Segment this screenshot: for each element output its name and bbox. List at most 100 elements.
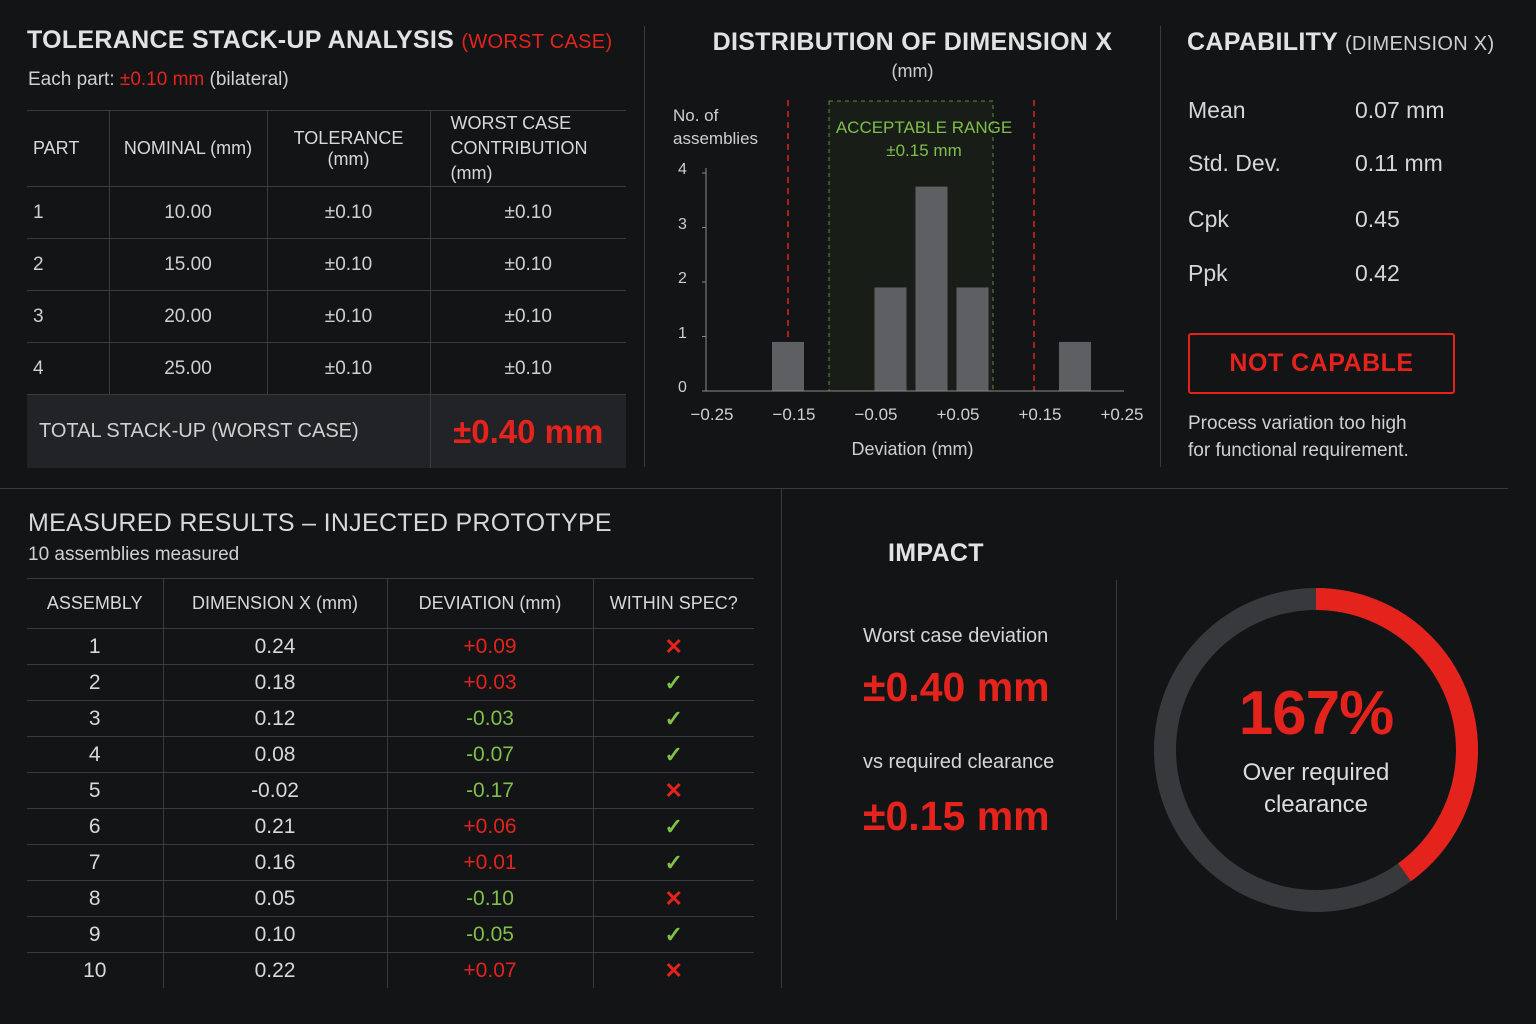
cross-icon: ✕ [664, 633, 683, 659]
divider [644, 26, 645, 467]
contribution-cell: ±0.10 [429, 186, 626, 239]
capability-note-line2: for functional requirement. [1188, 440, 1409, 461]
total-value: ±0.40 mm [429, 394, 626, 468]
table-row: 8 0.05 -0.10 ✕ [27, 880, 754, 917]
measured-header-row: ASSEMBLY DIMENSION X (mm) DEVIATION (mm)… [27, 578, 754, 629]
table-row: 4 0.08 -0.07 ✓ [27, 736, 754, 773]
table-row: 5 -0.02 -0.17 ✕ [27, 772, 754, 809]
histogram-bar [874, 287, 907, 391]
deviation-cell: -0.07 [386, 736, 593, 773]
metric-cpk-label: Cpk [1188, 206, 1229, 232]
within-spec-cell: ✕ [592, 772, 754, 809]
part-cell: 3 [27, 290, 109, 343]
acceptable-range-label: ACCEPTABLE RANGE ±0.15 mm [829, 116, 1019, 162]
dimension-x-cell: 0.12 [162, 700, 387, 737]
impact-label-required: vs required clearance [863, 751, 1055, 773]
stackup-subtitle: Each part: ±0.10 mm (bilateral) [28, 69, 289, 91]
impact-value-required: ±0.15 mm [863, 793, 1050, 839]
stackup-title-text: TOLERANCE STACK-UP ANALYSIS [27, 26, 455, 54]
gauge-caption-line2: clearance [1263, 791, 1369, 818]
stackup-subtitle-prefix: Each part: [28, 69, 120, 90]
contribution-cell: ±0.10 [429, 342, 626, 395]
assembly-cell: 2 [27, 664, 163, 701]
stackup-table: PART NOMINAL (mm) TOLERANCE (mm) WORST C… [27, 110, 626, 468]
x-tick-label: +0.25 [1100, 405, 1144, 424]
stackup-title: TOLERANCE STACK-UP ANALYSIS (WORST CASE) [27, 26, 612, 55]
check-icon: ✓ [664, 669, 683, 695]
stackup-subtitle-suffix: (bilateral) [204, 69, 289, 90]
header-contribution-line1: WORST CASE [450, 113, 572, 133]
y-tick-label: 3 [678, 215, 687, 233]
header-part: PART [27, 110, 109, 187]
cross-icon: ✕ [664, 957, 683, 983]
table-row: 7 0.16 +0.01 ✓ [27, 844, 754, 881]
dimension-x-cell: 0.08 [162, 736, 387, 773]
measured-table-body: 1 0.24 +0.09 ✕ 2 0.18 +0.03 ✓ 3 0.12 -0.03 ✓ 4 0.08 -0… [27, 628, 754, 988]
metric-mean-value: 0.07 mm [1355, 97, 1445, 123]
deviation-cell: +0.01 [386, 844, 593, 881]
x-tick-label: +0.05 [936, 405, 980, 424]
capability-note: Process variation too high for functiona… [1188, 410, 1409, 464]
y-tick-label: 4 [678, 161, 687, 178]
check-icon: ✓ [664, 741, 683, 767]
tolerance-cell: ±0.10 [266, 186, 430, 239]
header-deviation: DEVIATION (mm) [386, 578, 593, 629]
metric-ppk-label: Ppk [1188, 260, 1228, 286]
impact-label-worst: Worst case deviation [863, 625, 1049, 647]
histogram-bar [1059, 341, 1091, 391]
y-axis-label: No. of assemblies [673, 106, 759, 148]
gauge-percentage: 167% [1238, 679, 1395, 748]
histogram-bar [772, 341, 804, 391]
table-row: 1 0.24 +0.09 ✕ [27, 628, 754, 665]
stackup-total-row: TOTAL STACK-UP (WORST CASE) ±0.40 mm [27, 394, 626, 468]
assembly-cell: 10 [83, 958, 107, 982]
assembly-cell: 6 [27, 808, 163, 845]
status-badge: NOT CAPABLE [1188, 333, 1455, 394]
chart-title: DISTRIBUTION OF DIMENSION X [712, 28, 1113, 56]
assembly-cell: 1 [27, 628, 163, 665]
dimension-x-cell: 0.22 [162, 952, 387, 988]
nominal-cell: 20.00 [108, 290, 267, 343]
table-row: 3 0.12 -0.03 ✓ [27, 700, 754, 737]
nominal-cell: 25.00 [108, 342, 267, 395]
within-spec-cell: ✕ [592, 952, 754, 988]
total-label: TOTAL STACK-UP (WORST CASE) [27, 394, 430, 468]
dimension-x-cell: 0.18 [162, 664, 387, 701]
header-tolerance: TOLERANCE (mm) [266, 110, 430, 187]
x-tick-label: −0.25 [690, 405, 734, 424]
tolerance-cell: ±0.10 [266, 290, 430, 343]
divider [1116, 580, 1117, 920]
part-cell: 2 [27, 238, 109, 291]
divider [1160, 26, 1161, 467]
header-dimension-x: DIMENSION X (mm) [162, 578, 387, 629]
within-spec-cell: ✓ [592, 736, 754, 773]
deviation-cell: -0.05 [386, 916, 593, 953]
gauge-fill [1154, 588, 1478, 912]
dimension-x-cell: 0.10 [162, 916, 387, 953]
gauge-caption-line1: Over required [1242, 759, 1390, 786]
dimension-x-cell: 0.16 [162, 844, 387, 881]
within-spec-cell: ✓ [592, 700, 754, 737]
y-tick-label: 2 [678, 270, 687, 287]
tolerance-cell: ±0.10 [266, 238, 430, 291]
metric-cpk-value: 0.45 [1355, 206, 1400, 232]
check-icon: ✓ [664, 921, 683, 947]
part-cell: 1 [27, 186, 109, 239]
table-row: 3 20.00 ±0.10 ±0.10 [27, 290, 626, 343]
check-icon: ✓ [664, 849, 683, 875]
metric-stddev-label: Std. Dev. [1188, 150, 1281, 176]
dimension-x-cell: 0.24 [162, 628, 387, 665]
x-tick-label: −0.05 [854, 405, 898, 424]
deviation-cell: -0.10 [386, 880, 593, 917]
cross-icon: ✕ [664, 777, 683, 803]
chart-layer [702, 100, 1124, 392]
capability-title-text: CAPABILITY [1187, 28, 1338, 56]
histogram-bar [915, 186, 948, 391]
assembly-cell: 3 [27, 700, 163, 737]
deviation-cell: -0.17 [386, 772, 593, 809]
acceptable-range-value: ±0.15 mm [886, 141, 962, 160]
within-spec-cell: ✓ [592, 664, 754, 701]
header-nominal: NOMINAL (mm) [108, 110, 267, 187]
deviation-cell: +0.09 [386, 628, 593, 665]
